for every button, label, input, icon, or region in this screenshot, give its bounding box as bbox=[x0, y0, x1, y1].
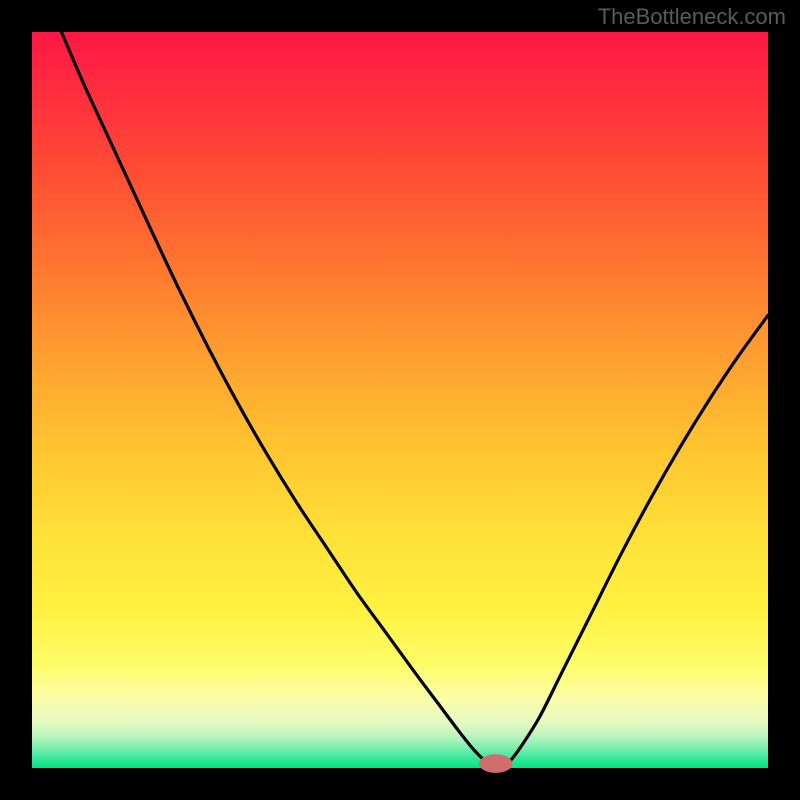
optimum-marker bbox=[479, 755, 511, 773]
chart-container: TheBottleneck.com bbox=[0, 0, 800, 800]
attribution-text: TheBottleneck.com bbox=[598, 4, 786, 30]
plot-background bbox=[32, 32, 768, 768]
bottleneck-chart bbox=[0, 0, 800, 800]
